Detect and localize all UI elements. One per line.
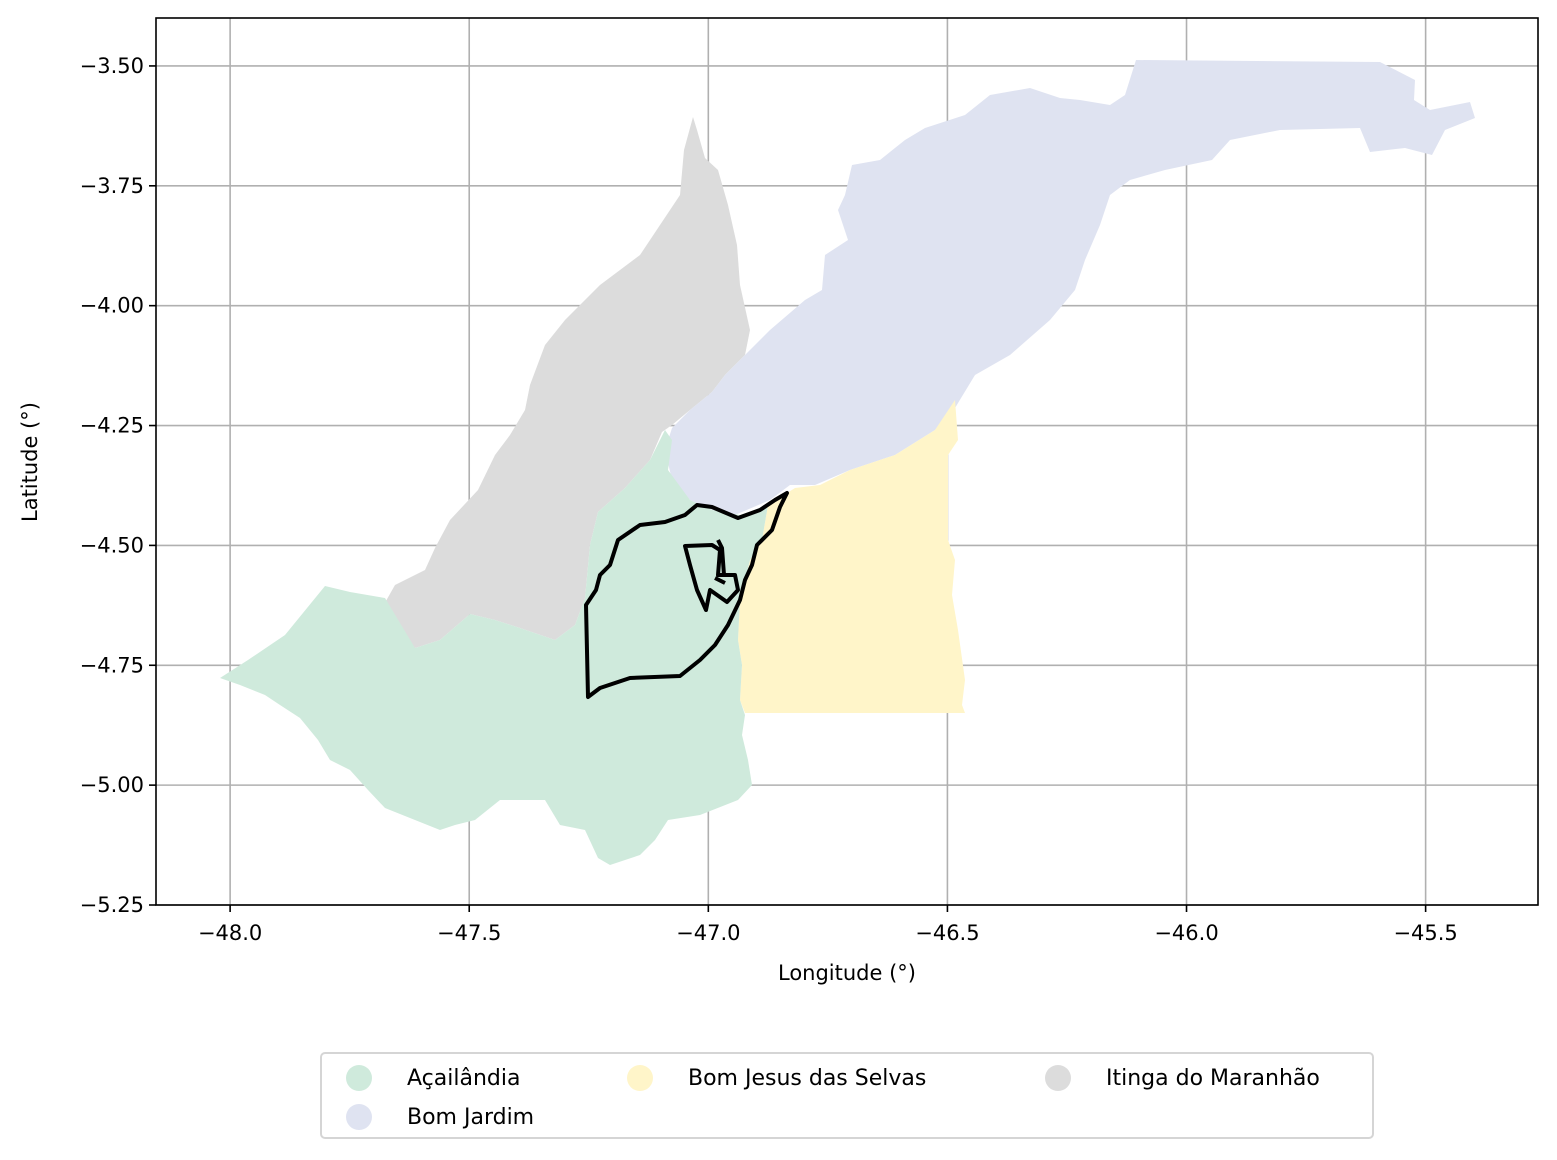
legend-item-bom-jesus-das-selvas: Bom Jesus das Selvas (627, 1065, 926, 1091)
x-tick-label: −48.0 (198, 921, 262, 945)
legend-label-itinga-do-maranhao: Itinga do Maranhão (1106, 1065, 1320, 1091)
map-regions (220, 60, 1475, 865)
y-tick-label: −5.25 (80, 893, 144, 917)
boundary-outline (584, 491, 789, 699)
x-tick-label: −47.5 (437, 921, 501, 945)
x-axis-label: Longitude (°) (778, 961, 916, 985)
legend-swatch-bom-jesus-das-selvas (627, 1065, 653, 1091)
x-tick-label: −47.0 (676, 921, 740, 945)
x-tick-label: −46.5 (915, 921, 979, 945)
y-tick-label: −5.00 (80, 773, 144, 797)
plot-frame (155, 17, 1539, 906)
y-tick-label: −4.50 (80, 533, 144, 557)
legend-swatch-acailandia (346, 1065, 372, 1091)
x-tick-label: −46.0 (1154, 921, 1218, 945)
region-bom-jardim (665, 60, 1475, 515)
legend-label-bom-jesus-das-selvas: Bom Jesus das Selvas (688, 1065, 927, 1091)
y-tick-label: −3.75 (80, 174, 144, 198)
legend-item-itinga-do-maranhao: Itinga do Maranhão (1045, 1065, 1320, 1091)
boundary-inner-outline (683, 539, 740, 612)
legend-item-acailandia: Açailândia (346, 1065, 520, 1091)
legend-label-bom-jardim: Bom Jardim (407, 1104, 535, 1130)
legend-swatch-itinga-do-maranhao (1045, 1065, 1071, 1091)
y-tick-label: −4.75 (80, 653, 144, 677)
y-tick-label: −3.50 (80, 54, 144, 78)
region-acailandia (220, 430, 768, 865)
y-axis-label: Latitude (°) (18, 402, 42, 522)
y-tick-label: −4.00 (80, 294, 144, 318)
legend-item-bom-jardim: Bom Jardim (346, 1104, 534, 1130)
axis-ticks: −48.0 −47.5 −47.0 −46.5 −46.0 −45.5 −3.50 −3.75… (80, 54, 1458, 945)
y-tick-label: −4.25 (80, 414, 144, 438)
x-tick-label: −45.5 (1393, 921, 1457, 945)
legend: Açailândia Bom Jardim Bom Jesus das Selv… (320, 1052, 1374, 1139)
region-bom-jesus-das-selvas (738, 400, 965, 713)
region-itinga-do-maranhao (377, 117, 750, 652)
legend-label-acailandia: Açailândia (407, 1065, 521, 1091)
legend-swatch-bom-jardim (346, 1104, 372, 1130)
